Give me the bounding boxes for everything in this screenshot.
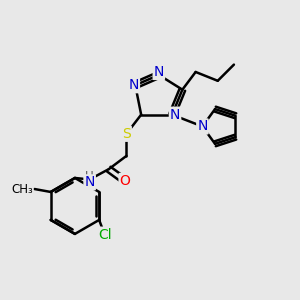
Text: CH₃: CH₃	[11, 182, 33, 196]
Text: N: N	[170, 108, 180, 122]
Text: N: N	[85, 176, 95, 189]
Text: O: O	[119, 174, 130, 188]
Text: N: N	[154, 65, 164, 79]
Text: N: N	[197, 119, 208, 134]
Text: Cl: Cl	[98, 228, 112, 242]
Text: S: S	[122, 127, 131, 141]
Text: N: N	[129, 78, 139, 92]
Text: H: H	[85, 170, 94, 183]
